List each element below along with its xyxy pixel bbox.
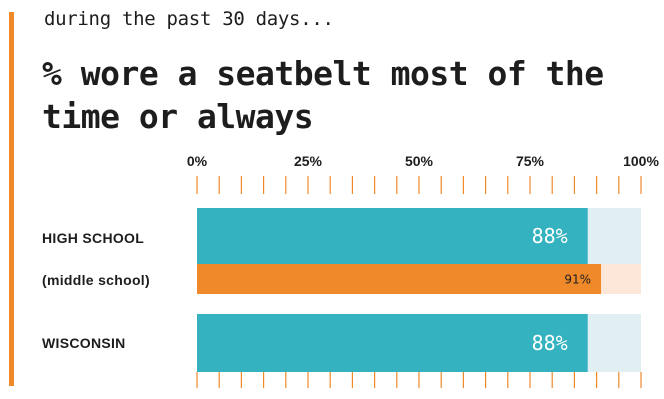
category-label: (middle school) xyxy=(42,272,150,288)
chart-subtitle: during the past 30 days... xyxy=(44,8,334,30)
bar-1 xyxy=(197,264,602,294)
x-tick-label: 100% xyxy=(623,153,659,169)
bar-0 xyxy=(197,208,588,264)
x-tick-label: 25% xyxy=(294,153,323,169)
value-label: 91% xyxy=(564,273,591,287)
category-label: WISCONSIN xyxy=(42,335,126,351)
value-label: 88% xyxy=(532,224,568,248)
category-label: HIGH SCHOOL xyxy=(42,230,144,246)
bar-2 xyxy=(197,314,588,372)
x-tick-label: 75% xyxy=(516,153,545,169)
x-tick-label: 50% xyxy=(405,153,434,169)
x-tick-label: 0% xyxy=(187,153,208,169)
chart-title: % wore a seatbelt most of the time or al… xyxy=(42,54,604,136)
accent-bar xyxy=(9,12,14,386)
value-label: 88% xyxy=(532,331,568,355)
